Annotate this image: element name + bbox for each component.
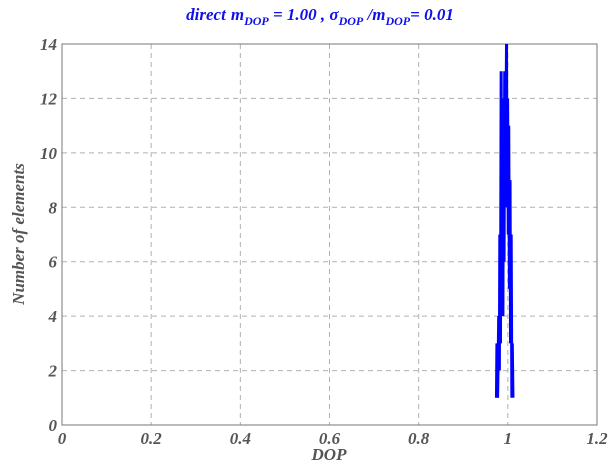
series-layer [494, 43, 515, 398]
y-tick-label: 6 [49, 253, 58, 272]
y-tick-label: 0 [49, 416, 58, 435]
y-tick-label: 10 [40, 144, 58, 163]
y-tick-label: 2 [48, 362, 58, 381]
y-tick-label: 8 [49, 198, 58, 217]
x-tick-label: 0 [58, 429, 67, 448]
y-tick-label: 12 [40, 89, 58, 108]
y-tick-labels: 0 2 4 6 8 10 12 14 [40, 35, 58, 435]
x-tick-label: 0.6 [319, 429, 341, 448]
plot-frame [61, 43, 598, 426]
x-tick-label: 0.2 [141, 429, 163, 448]
chart-title: direct mDOP = 1.00 , σDOP /mDOP= 0.01 [186, 5, 454, 28]
y-tick-label: 14 [40, 35, 57, 54]
y-axis-label: Number of elements [9, 163, 28, 306]
grid-lines [62, 44, 597, 425]
y-tick-label: 4 [48, 307, 58, 326]
series-line [494, 43, 515, 398]
x-tick-label: 1.2 [586, 429, 608, 448]
x-tick-label: 0.4 [230, 429, 251, 448]
x-tick-labels: 0 0.2 0.4 0.6 0.8 1 1.2 [58, 429, 608, 448]
x-axis-label: DOP [311, 445, 348, 464]
x-tick-label: 1 [504, 429, 513, 448]
x-tick-label: 0.8 [408, 429, 430, 448]
